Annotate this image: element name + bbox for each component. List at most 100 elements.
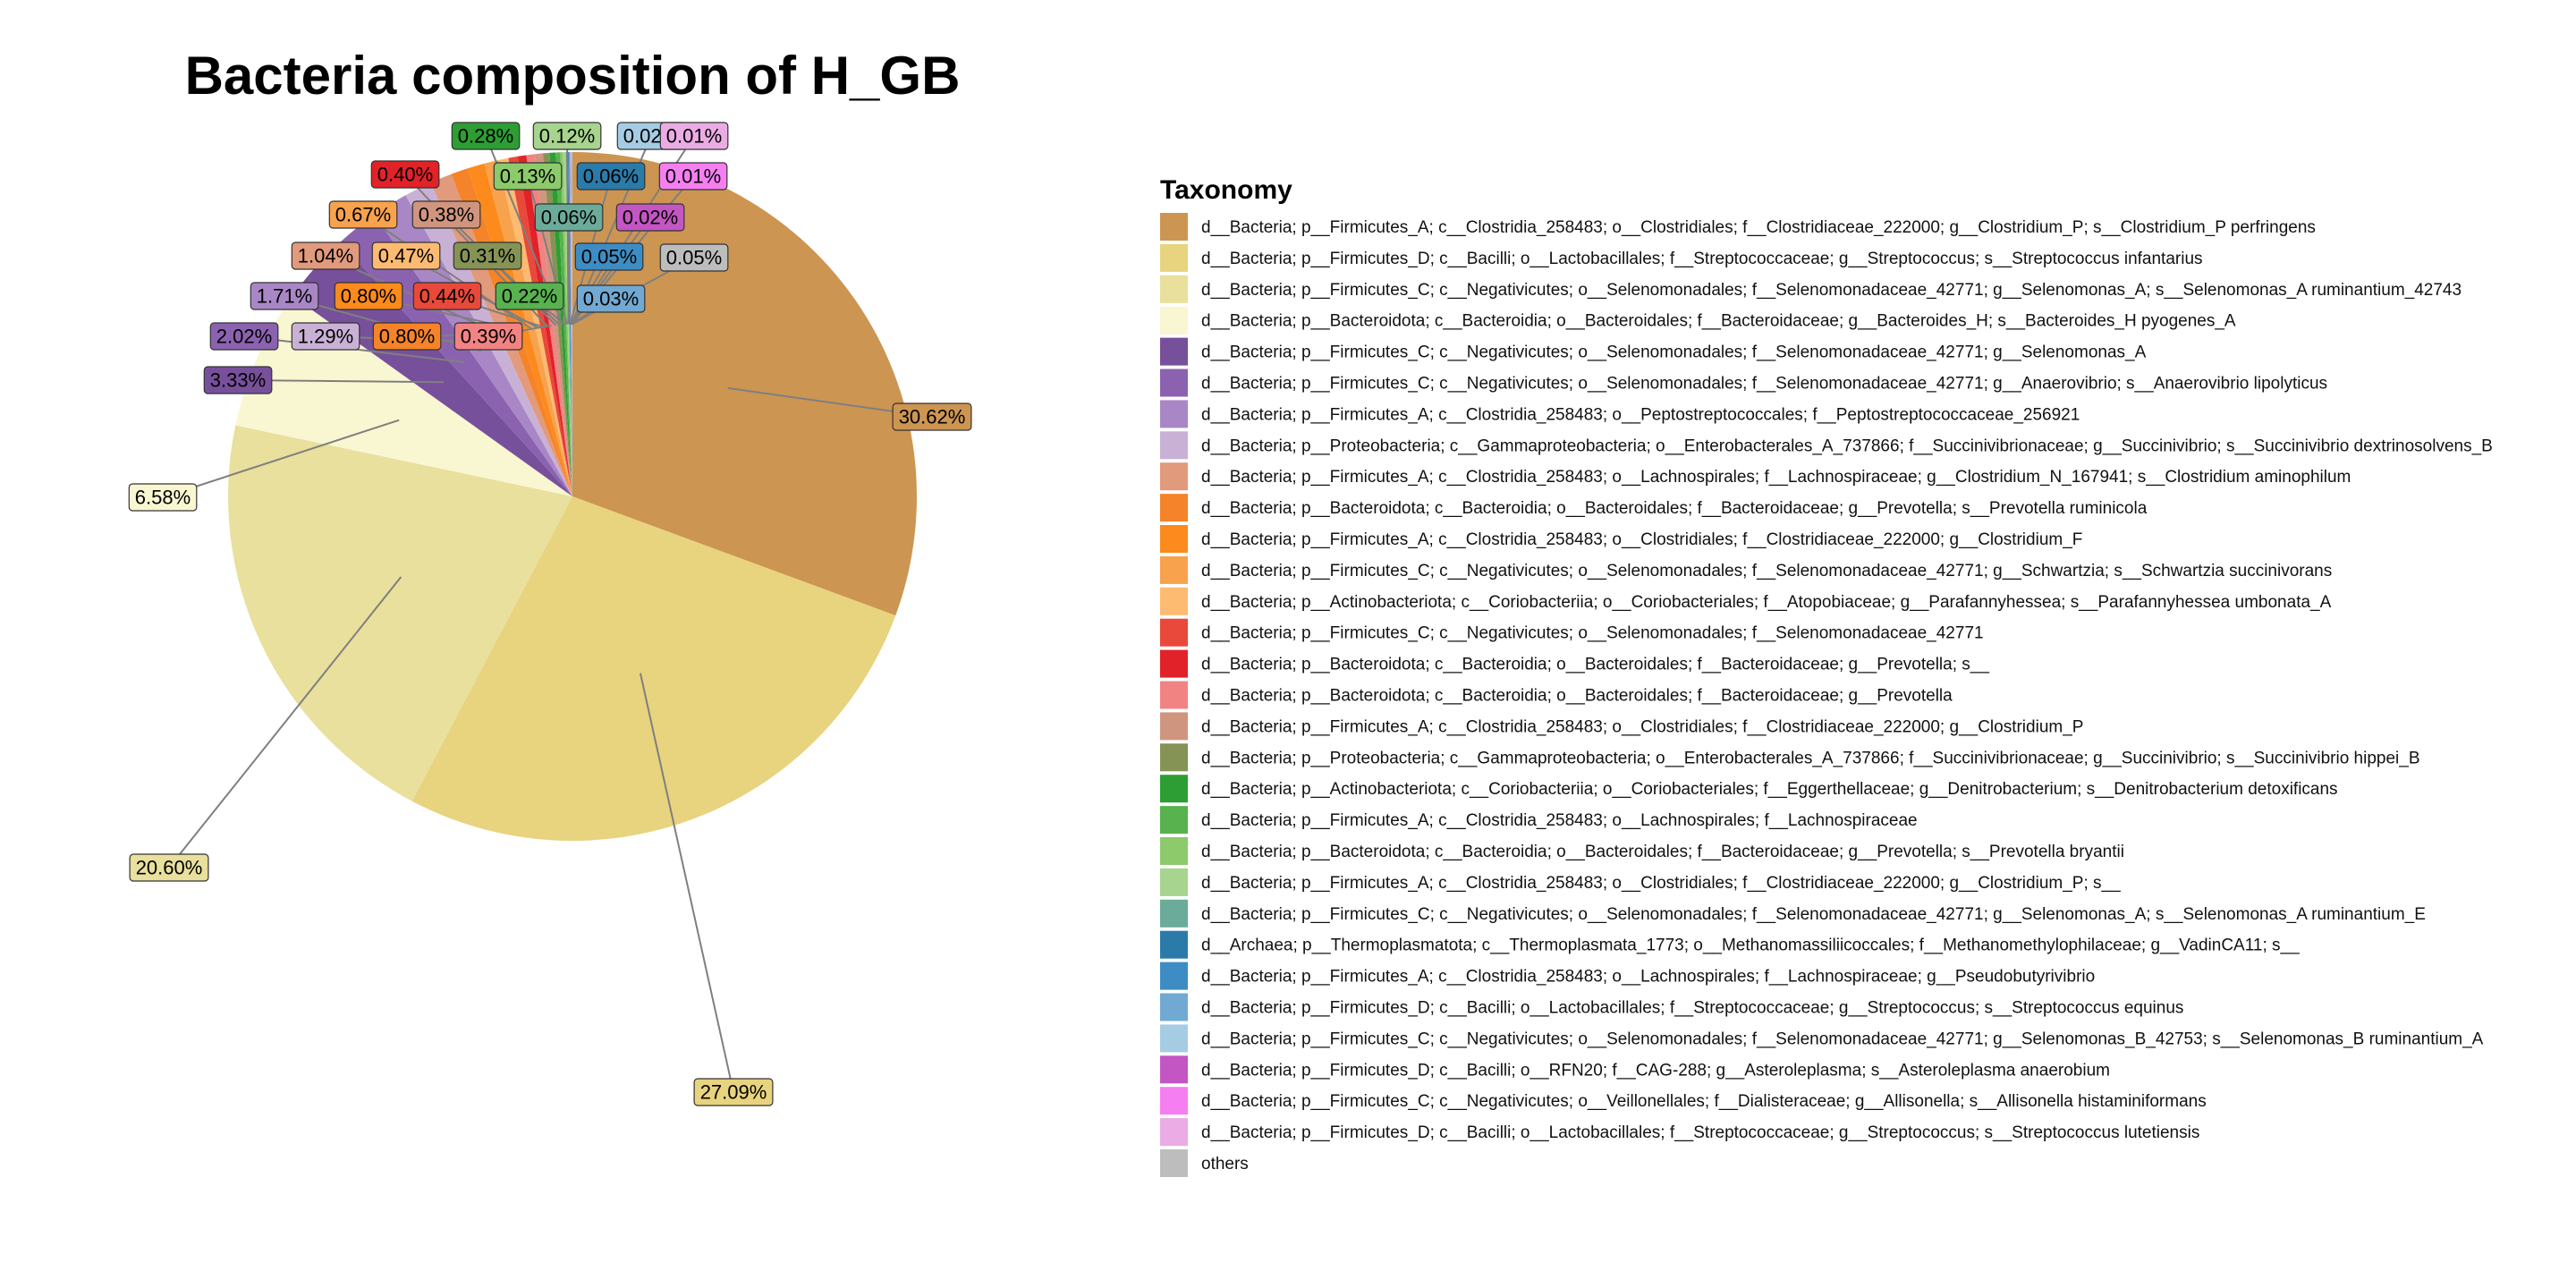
label-box bbox=[291, 322, 360, 351]
label-box bbox=[370, 160, 440, 189]
legend-item: d__Bacteria; p__Firmicutes_C; c__Negativ… bbox=[1160, 899, 2426, 928]
legend-swatch bbox=[1160, 431, 1188, 460]
legend-label: others bbox=[1201, 1155, 1249, 1174]
label-value: 0.12% bbox=[539, 125, 595, 148]
label-box bbox=[615, 203, 685, 232]
legend-swatch bbox=[1160, 337, 1188, 366]
label-box bbox=[495, 282, 564, 310]
label-value: 0.80% bbox=[341, 285, 396, 308]
legend-item: d__Bacteria; p__Firmicutes_A; c__Clostri… bbox=[1160, 962, 2095, 990]
label-value: 0.06% bbox=[583, 165, 639, 188]
slice-value-label: 0.47% bbox=[371, 242, 441, 270]
slice-value-label: 1.71% bbox=[250, 282, 319, 310]
label-value: 0.44% bbox=[419, 285, 475, 308]
label-value: 1.71% bbox=[257, 285, 312, 308]
legend-label: d__Bacteria; p__Firmicutes_C; c__Negativ… bbox=[1201, 375, 2327, 394]
legend-swatch bbox=[1160, 306, 1188, 335]
legend-swatch bbox=[1160, 962, 1188, 990]
legend-item: d__Bacteria; p__Firmicutes_A; c__Clostri… bbox=[1160, 462, 2351, 491]
pie-slice bbox=[549, 152, 572, 496]
legend-item: d__Bacteria; p__Firmicutes_C; c__Negativ… bbox=[1160, 337, 2147, 366]
label-value: 30.62% bbox=[899, 406, 966, 428]
legend-swatch bbox=[1160, 555, 1188, 584]
legend-swatch bbox=[1160, 1055, 1188, 1084]
label-value: 3.33% bbox=[210, 369, 266, 392]
label-box bbox=[334, 282, 403, 310]
legend-label: d__Bacteria; p__Firmicutes_C; c__Negativ… bbox=[1201, 1092, 2207, 1111]
pie-slice bbox=[228, 425, 572, 801]
label-box bbox=[291, 242, 360, 270]
label-box bbox=[576, 284, 646, 313]
legend-label: d__Bacteria; p__Firmicutes_A; c__Clostri… bbox=[1201, 468, 2351, 487]
legend-item: d__Bacteria; p__Firmicutes_A; c__Clostri… bbox=[1160, 400, 2080, 428]
legend-label: d__Bacteria; p__Actinobacteriota; c__Cor… bbox=[1201, 593, 2332, 612]
legend-item: d__Bacteria; p__Bacteroidota; c__Bactero… bbox=[1160, 681, 1953, 709]
legend-swatch bbox=[1160, 899, 1188, 928]
slice-value-label: 0.01% bbox=[658, 162, 728, 191]
slice-value-label: 2.02% bbox=[209, 322, 279, 351]
legend-item: d__Bacteria; p__Firmicutes_C; c__Negativ… bbox=[1160, 1087, 2207, 1115]
slice-value-label: 0.44% bbox=[412, 282, 482, 310]
legend-swatch bbox=[1160, 618, 1188, 647]
legend-item: d__Bacteria; p__Bacteroidota; c__Bactero… bbox=[1160, 649, 1989, 678]
legend-label: d__Bacteria; p__Firmicutes_A; c__Clostri… bbox=[1201, 811, 1918, 830]
legend-label: d__Bacteria; p__Bacteroidota; c__Bactero… bbox=[1201, 843, 2124, 861]
legend-item: d__Bacteria; p__Firmicutes_A; c__Clostri… bbox=[1160, 712, 2083, 741]
label-value: 0.05% bbox=[666, 247, 722, 269]
leader-line bbox=[162, 419, 400, 498]
legend-item: d__Bacteria; p__Firmicutes_C; c__Negativ… bbox=[1160, 618, 1984, 647]
slice-value-label: 0.03% bbox=[576, 284, 646, 313]
label-box bbox=[372, 322, 442, 351]
label-box bbox=[250, 282, 319, 310]
legend-swatch bbox=[1160, 806, 1188, 835]
label-value: 0.40% bbox=[377, 164, 433, 186]
legend-swatch bbox=[1160, 649, 1188, 678]
legend-item: d__Bacteria; p__Firmicutes_C; c__Negativ… bbox=[1160, 555, 2332, 584]
slice-value-label: 27.09% bbox=[693, 1078, 774, 1106]
legend-item: d__Bacteria; p__Firmicutes_A; c__Clostri… bbox=[1160, 213, 2316, 241]
slice-value-label: 30.62% bbox=[892, 402, 972, 431]
chart-title: Bacteria composition of H_GB bbox=[185, 46, 961, 106]
slice-value-label: 0.13% bbox=[493, 162, 563, 191]
legend-label: d__Archaea; p__Thermoplasmatota; c__Ther… bbox=[1201, 936, 2300, 955]
label-value: 1.29% bbox=[298, 326, 353, 348]
legend-item: d__Bacteria; p__Firmicutes_D; c__Bacilli… bbox=[1160, 1118, 2199, 1147]
legend-label: d__Bacteria; p__Proteobacteria; c__Gamma… bbox=[1201, 749, 2420, 767]
legend-swatch bbox=[1160, 494, 1188, 522]
legend-title: Taxonomy bbox=[1160, 175, 1292, 205]
legend-swatch bbox=[1160, 525, 1188, 553]
slice-value-label: 0.02% bbox=[615, 203, 685, 232]
legend-items: d__Bacteria; p__Firmicutes_A; c__Clostri… bbox=[1160, 213, 2493, 1177]
legend-swatch bbox=[1160, 275, 1188, 303]
legend-swatch bbox=[1160, 743, 1188, 772]
label-value: 0.03% bbox=[583, 288, 639, 310]
legend-swatch bbox=[1160, 681, 1188, 709]
slice-value-label: 1.04% bbox=[291, 242, 360, 270]
leader-line bbox=[639, 673, 734, 1093]
label-value: 20.60% bbox=[136, 857, 203, 879]
label-box bbox=[493, 162, 563, 191]
label-box bbox=[659, 243, 729, 272]
label-box bbox=[412, 282, 482, 310]
legend-label: d__Bacteria; p__Firmicutes_A; c__Clostri… bbox=[1201, 218, 2316, 237]
legend-swatch bbox=[1160, 775, 1188, 803]
legend-item: d__Bacteria; p__Firmicutes_D; c__Bacilli… bbox=[1160, 993, 2183, 1021]
legend-swatch bbox=[1160, 462, 1188, 491]
label-box bbox=[576, 162, 646, 191]
legend-label: d__Bacteria; p__Firmicutes_A; c__Clostri… bbox=[1201, 405, 2080, 424]
legend-item: others bbox=[1160, 1149, 1249, 1177]
legend-swatch bbox=[1160, 993, 1188, 1021]
legend-item: d__Bacteria; p__Bacteroidota; c__Bactero… bbox=[1160, 306, 2236, 335]
slice-value-label: 0.01% bbox=[659, 122, 729, 150]
label-box bbox=[892, 402, 972, 431]
legend-item: d__Bacteria; p__Firmicutes_D; c__Bacilli… bbox=[1160, 1055, 2110, 1084]
legend-item: d__Bacteria; p__Proteobacteria; c__Gamma… bbox=[1160, 431, 2493, 460]
legend-label: d__Bacteria; p__Firmicutes_C; c__Negativ… bbox=[1201, 343, 2147, 362]
label-box bbox=[328, 200, 398, 229]
label-box bbox=[371, 242, 441, 270]
label-value: 0.06% bbox=[541, 207, 597, 229]
legend-swatch bbox=[1160, 243, 1188, 272]
label-value: 0.31% bbox=[460, 245, 515, 267]
slice-value-label: 0.67% bbox=[328, 200, 398, 229]
